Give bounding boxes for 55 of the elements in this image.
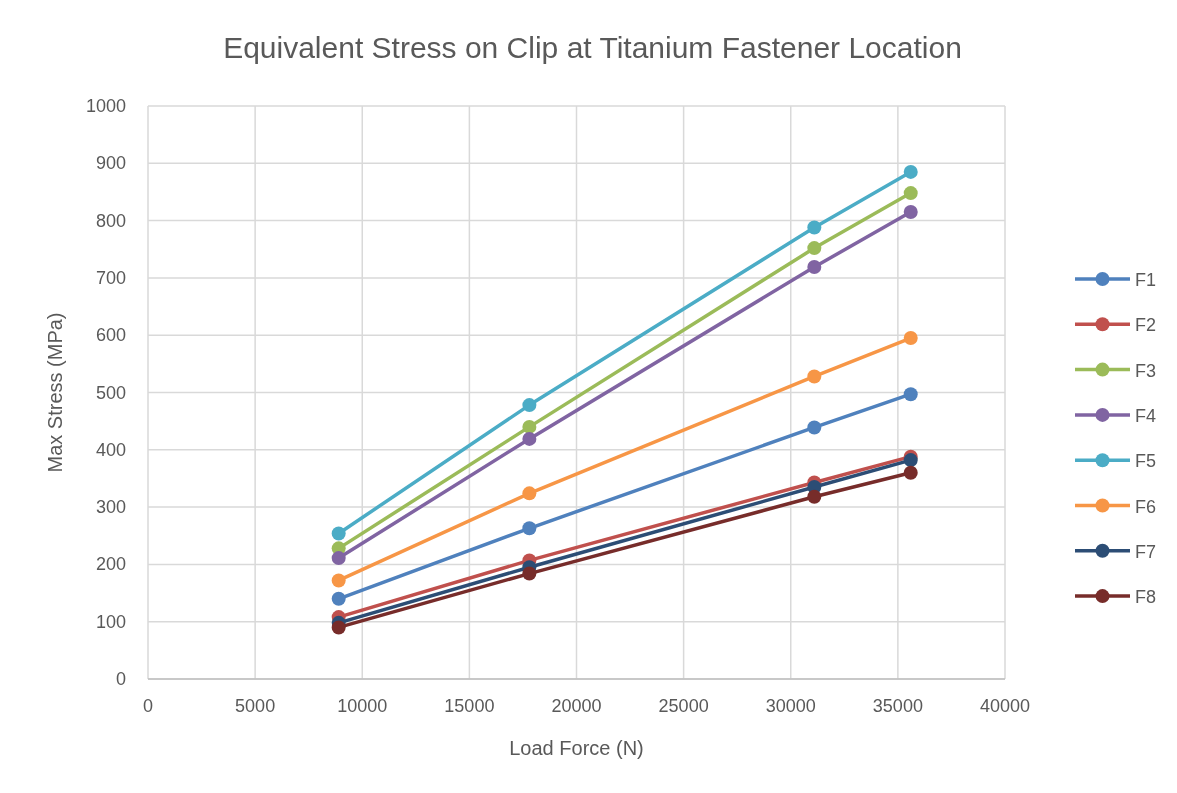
- point: [522, 431, 537, 446]
- point: [807, 260, 822, 275]
- y-tick-label: 800: [95, 210, 126, 231]
- point: [807, 241, 822, 256]
- point: [903, 465, 918, 480]
- point: [522, 566, 537, 581]
- y-tick-label: 0: [115, 669, 126, 689]
- x-tick-label: 5000: [235, 696, 276, 716]
- point: [522, 521, 537, 536]
- y-tick-label: 600: [95, 325, 126, 346]
- legend-label: F1: [1135, 270, 1157, 290]
- legend-label: F2: [1135, 315, 1157, 336]
- x-tick-label: 10000: [337, 696, 388, 716]
- point: [331, 591, 346, 606]
- x-tick-label: 40000: [979, 696, 1031, 716]
- y-tick-label: 700: [95, 267, 126, 288]
- y-tick-label: 400: [95, 439, 126, 460]
- point: [903, 164, 918, 179]
- point: [331, 573, 346, 588]
- point: [522, 398, 537, 413]
- point: [331, 526, 346, 541]
- point: [807, 420, 822, 435]
- y-tick-label: 300: [95, 497, 126, 518]
- point: [903, 387, 918, 402]
- point: [522, 419, 537, 434]
- chart-title: Equivalent Stress on Clip at Titanium Fastener Location: [223, 31, 962, 64]
- point: [807, 369, 822, 384]
- legend-label: F3: [1135, 360, 1157, 381]
- legend-label: F8: [1135, 587, 1157, 608]
- x-tick-label: 35000: [872, 696, 923, 716]
- legend-label: F7: [1135, 541, 1157, 562]
- y-tick-label: 100: [95, 611, 126, 632]
- point: [903, 453, 918, 468]
- y-axis-title: Max Stress (MPa): [44, 312, 66, 473]
- legend-label: F4: [1135, 405, 1157, 426]
- point: [331, 620, 346, 635]
- point: [331, 551, 346, 566]
- point: [807, 489, 822, 504]
- y-tick-label: 500: [95, 382, 126, 403]
- legend-label: F6: [1135, 496, 1157, 517]
- y-tick-label: 900: [95, 153, 126, 174]
- x-tick-label: 0: [142, 696, 154, 716]
- point: [903, 205, 918, 220]
- y-tick-label: 1000: [85, 96, 126, 116]
- point: [903, 186, 918, 201]
- point: [807, 220, 822, 235]
- x-axis-title: Load Force (N): [509, 737, 644, 759]
- x-tick-label: 15000: [444, 696, 495, 716]
- x-tick-label: 20000: [551, 696, 602, 716]
- x-tick-label: 25000: [658, 696, 709, 716]
- point: [522, 486, 537, 501]
- point: [903, 331, 918, 346]
- legend-label: F5: [1135, 451, 1157, 472]
- y-tick-label: 200: [95, 554, 126, 575]
- x-tick-label: 30000: [765, 696, 816, 716]
